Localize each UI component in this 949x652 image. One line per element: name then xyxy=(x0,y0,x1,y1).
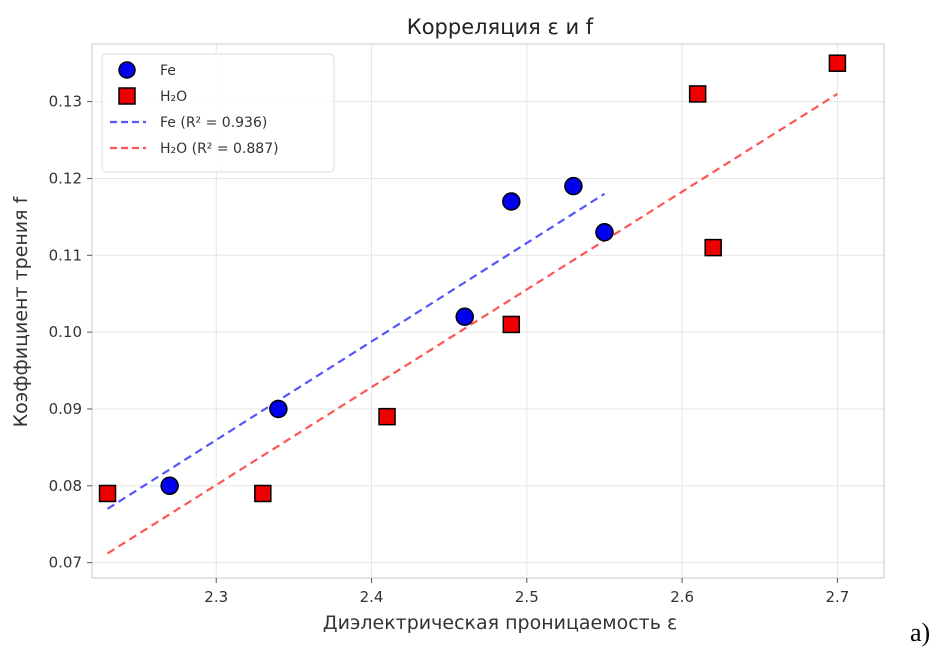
legend-h2o-fit: H₂O (R² = 0.887) xyxy=(110,141,279,157)
fe-point xyxy=(269,399,288,419)
legend-label: H₂O (R² = 0.887) xyxy=(160,141,279,157)
trend-line-0 xyxy=(106,192,606,510)
h2o-point xyxy=(704,238,722,257)
fe-point xyxy=(160,476,179,496)
data-points xyxy=(98,54,847,503)
h2o-point xyxy=(378,407,396,426)
trend-line-1 xyxy=(106,93,838,555)
h2o-point xyxy=(688,85,707,103)
legend-fe-fit: Fe (R² = 0.936) xyxy=(110,115,267,131)
h2o-point xyxy=(828,54,847,72)
y-tick-label: 0.10 xyxy=(49,323,82,341)
fe-point xyxy=(455,307,474,327)
legend-fe: Fe xyxy=(118,61,176,79)
legend-marker-square xyxy=(118,87,136,105)
legend-box xyxy=(101,53,335,173)
plot-area xyxy=(91,43,885,579)
x-axis-label: Диэлектрическая проницаемость ε xyxy=(323,612,677,634)
h2o-point xyxy=(98,484,117,503)
legend-label: Fe xyxy=(160,63,176,79)
y-axis-ticks: 0.07 0.08 0.09 0.10 0.11 0.12 0.13 xyxy=(49,93,92,572)
fe-point xyxy=(502,192,521,211)
legend-h2o: H₂O xyxy=(118,87,187,105)
chart-title: Корреляция ε и f xyxy=(407,15,594,39)
y-tick-label: 0.08 xyxy=(49,477,82,495)
x-tick-label: 2.5 xyxy=(515,588,539,606)
legend-label: Fe (R² = 0.936) xyxy=(160,115,267,131)
y-tick-label: 0.07 xyxy=(49,554,82,572)
y-tick-label: 0.09 xyxy=(49,400,82,418)
trend-lines xyxy=(106,93,838,555)
fe-point xyxy=(564,176,583,196)
y-tick-label: 0.13 xyxy=(49,93,82,111)
h2o-point xyxy=(254,484,272,503)
legend-marker-circle xyxy=(118,61,136,79)
legend: Fe H₂O Fe (R² = 0.936) H₂O (R² = 0.887) xyxy=(101,53,335,173)
x-tick-label: 2.7 xyxy=(825,588,849,606)
legend-label: H₂O xyxy=(160,89,187,105)
y-tick-label: 0.12 xyxy=(49,169,82,187)
y-tick-label: 0.11 xyxy=(49,246,82,264)
x-tick-label: 2.4 xyxy=(360,588,384,606)
x-axis-ticks: 2.3 2.4 2.5 2.6 2.7 xyxy=(204,578,849,606)
x-tick-label: 2.3 xyxy=(204,588,228,606)
fe-point xyxy=(595,222,614,242)
h2o-point xyxy=(502,315,521,334)
y-axis-label: Коэффициент трения f xyxy=(10,195,32,427)
figure-caption: a) xyxy=(910,618,931,647)
x-tick-label: 2.6 xyxy=(670,588,694,606)
